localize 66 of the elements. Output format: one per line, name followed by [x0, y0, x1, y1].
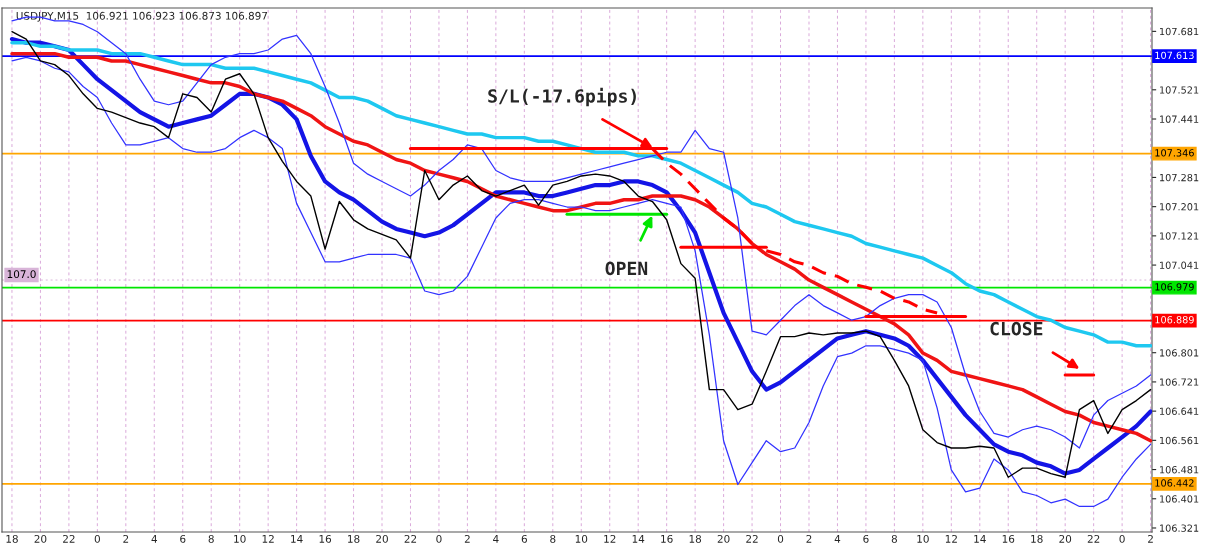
- x-tick-label: 18: [348, 534, 360, 543]
- y-tick-label: 106.561: [1160, 436, 1199, 445]
- x-tick-label: 14: [291, 535, 303, 543]
- ref-line-label: 107.0: [7, 270, 36, 279]
- y-tick-label: 107.441: [1160, 115, 1199, 123]
- x-tick-label: 10: [575, 534, 588, 543]
- x-tick-label: 4: [834, 535, 841, 543]
- x-tick-label: 18: [6, 534, 18, 543]
- x-tick-label: 0: [1119, 534, 1125, 543]
- x-tick-label: 14: [974, 535, 986, 543]
- x-tick-label: 20: [34, 534, 47, 543]
- x-tick-label: 12: [262, 534, 274, 543]
- x-tick-label: 10: [917, 534, 929, 543]
- x-tick-label: 8: [550, 534, 556, 543]
- annotation: OPEN: [605, 261, 648, 276]
- x-tick-label: 8: [891, 534, 897, 543]
- y-tick-label: 106.801: [1160, 349, 1199, 357]
- x-tick-label: 6: [180, 534, 186, 543]
- ref-line-label: 106.442: [1155, 479, 1194, 487]
- x-tick-label: 2: [123, 534, 129, 543]
- x-tick-label: 18: [1031, 534, 1043, 543]
- x-tick-label: 4: [151, 535, 158, 543]
- x-tick-label: 2: [1148, 534, 1153, 543]
- y-tick-label: 106.401: [1160, 495, 1199, 503]
- ref-line-label: 106.889: [1155, 316, 1194, 324]
- x-tick-label: 16: [319, 534, 332, 543]
- x-tick-label: 16: [1002, 534, 1015, 543]
- x-tick-label: 6: [863, 534, 869, 543]
- x-tick-label: 20: [376, 534, 388, 543]
- x-tick-label: 2: [806, 534, 812, 543]
- y-tick-label: 106.721: [1160, 378, 1199, 386]
- annotation: S/L(-17.6pips): [488, 87, 636, 107]
- y-tick-label: 107.121: [1160, 232, 1199, 240]
- y-tick-label: 106.321: [1160, 524, 1199, 532]
- x-tick-label: 12: [945, 534, 957, 543]
- x-tick-label: 0: [777, 534, 784, 543]
- x-tick-label: 22: [1087, 534, 1100, 543]
- x-tick-label: 16: [661, 534, 673, 543]
- x-tick-label: 22: [746, 534, 758, 543]
- x-tick-label: 20: [1059, 534, 1072, 543]
- y-tick-label: 106.641: [1160, 407, 1199, 415]
- chart-title: USDJPY,M15 106.921 106.923 106.873 106.897: [16, 11, 268, 22]
- x-tick-label: 18: [689, 534, 702, 543]
- x-tick-label: 22: [63, 534, 75, 543]
- x-tick-label: 4: [493, 535, 499, 543]
- x-tick-label: 12: [604, 534, 616, 543]
- x-tick-label: 6: [521, 534, 527, 543]
- x-tick-label: 8: [208, 534, 214, 543]
- y-tick-label: 107.681: [1160, 27, 1199, 36]
- x-tick-label: 20: [717, 534, 730, 543]
- ref-line-label: 107.613: [1155, 51, 1194, 60]
- ref-line-label: 106.979: [1155, 283, 1194, 291]
- y-tick-label: 107.281: [1160, 173, 1199, 182]
- x-tick-label: 0: [94, 534, 100, 543]
- x-tick-label: 14: [632, 535, 645, 543]
- x-tick-label: 10: [234, 534, 246, 543]
- y-tick-label: 106.481: [1160, 466, 1199, 474]
- line-series: [10, 40, 1152, 348]
- y-tick-label: 107.201: [1160, 203, 1199, 211]
- x-tick-label: 2: [464, 534, 470, 543]
- x-tick-label: 0: [436, 534, 442, 543]
- y-tick-label: 107.041: [1160, 261, 1199, 269]
- annotation: CLOSE: [990, 321, 1043, 336]
- x-tick-label: 22: [404, 534, 417, 543]
- y-tick-label: 107.521: [1160, 86, 1199, 94]
- ref-line-label: 107.346: [1155, 149, 1194, 157]
